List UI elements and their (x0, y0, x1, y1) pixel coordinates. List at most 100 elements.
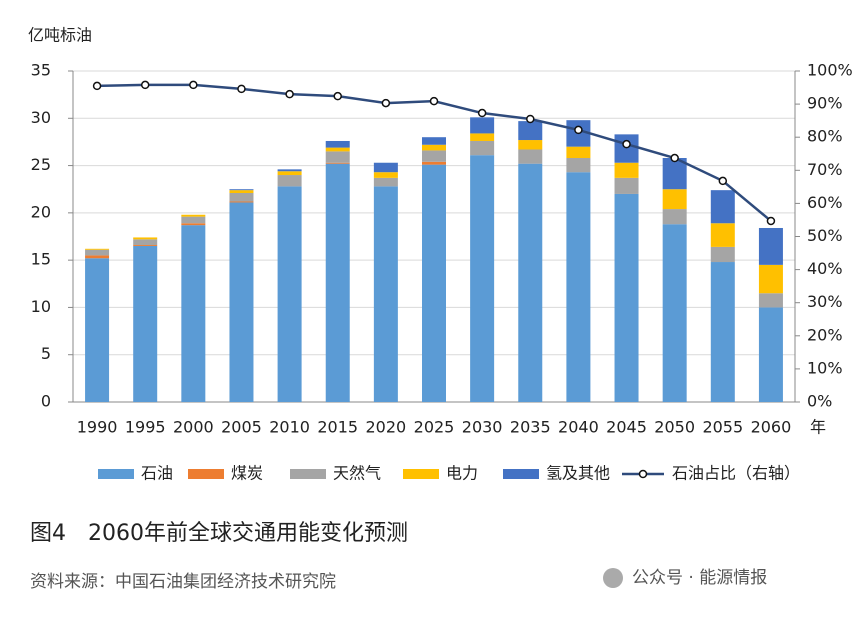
bar (85, 255, 110, 259)
bar (277, 171, 302, 176)
bar (373, 186, 398, 402)
x-tick-label: 2040 (558, 418, 599, 437)
legend-label: 石油 (141, 464, 173, 483)
bar (710, 246, 735, 263)
y-tick-label: 35 (31, 61, 51, 80)
bar (85, 258, 110, 402)
source: 资料来源：中国石油集团经济技术研究院 (30, 572, 336, 592)
line-marker (189, 80, 198, 90)
legend-label: 电力 (446, 464, 478, 483)
line-marker (670, 153, 679, 163)
watermark-icon (603, 568, 623, 588)
y2-tick-label: 90% (807, 94, 843, 113)
bar (518, 121, 543, 141)
bar (422, 164, 446, 402)
y-tick-label: 5 (41, 344, 51, 363)
x-tick-label: 2045 (606, 418, 647, 437)
legend-label: 天然气 (333, 464, 381, 483)
bar (518, 149, 543, 164)
bar (325, 162, 350, 164)
y2-tick-label: 10% (807, 358, 843, 377)
line-marker (381, 98, 391, 108)
y2-tick-label: 20% (807, 325, 843, 344)
legend-swatch (188, 469, 224, 479)
bar (325, 151, 350, 163)
bar (181, 216, 206, 224)
y2-tick-label: 60% (807, 193, 843, 212)
bar (325, 163, 350, 402)
legend-swatch (290, 469, 326, 479)
y-tick-label: 25 (31, 155, 51, 174)
legend-swatch (503, 469, 539, 479)
line-marker (429, 96, 439, 106)
x-tick-label: 2000 (173, 418, 214, 437)
bar (710, 190, 735, 224)
line-marker (237, 84, 246, 94)
legend-label: 氢及其他 (546, 464, 610, 483)
legend-marker (638, 469, 648, 479)
bar (277, 169, 302, 172)
bar (758, 227, 783, 265)
bar (229, 201, 254, 203)
bar (614, 177, 639, 194)
legend-label: 石油占比（右轴） (672, 464, 800, 483)
bar (373, 172, 398, 178)
bar (277, 186, 302, 402)
bar (133, 245, 158, 246)
bar (133, 239, 158, 246)
bar (181, 214, 206, 217)
bar (422, 144, 446, 151)
x-tick-label: 2050 (654, 418, 695, 437)
line-marker (622, 139, 631, 149)
y2-tick-label: 0% (807, 392, 832, 411)
bar (470, 155, 495, 402)
bar (422, 137, 446, 145)
bar (470, 117, 495, 134)
bar (325, 140, 350, 148)
x-tick-label: 1990 (77, 418, 118, 437)
y2-tick-label: 30% (807, 292, 843, 311)
x-tick-label: 2005 (221, 418, 262, 437)
bar (133, 245, 158, 402)
watermark: 公众号 · 能源情报 (632, 568, 767, 588)
line-marker (333, 91, 342, 101)
bar (229, 192, 254, 202)
y2-tick-label: 40% (807, 259, 843, 278)
y-axis-label: 亿吨标油 (28, 26, 92, 45)
legend-swatch (403, 469, 439, 479)
x-tick-label: 2010 (269, 418, 310, 437)
x-tick-label: 2020 (366, 418, 407, 437)
bar (181, 225, 206, 402)
y2-tick-label: 100% (807, 61, 853, 80)
bar (566, 158, 591, 173)
legend-swatch (98, 469, 134, 479)
y2-tick-label: 80% (807, 127, 843, 146)
legend-label: 煤炭 (231, 464, 263, 483)
bar (758, 307, 783, 402)
bar (85, 249, 110, 256)
bar (758, 264, 783, 294)
bar (422, 150, 446, 162)
x-tick-label: 1995 (125, 418, 166, 437)
bar (325, 147, 350, 152)
y-tick-label: 0 (41, 392, 51, 411)
y-tick-label: 30 (31, 108, 51, 127)
y2-tick-label: 70% (807, 160, 843, 179)
line-marker (285, 89, 294, 99)
bar (758, 293, 783, 308)
x-tick-label: 2030 (462, 418, 503, 437)
bar (662, 209, 687, 225)
x-tick-label: 2055 (702, 418, 743, 437)
bar (422, 161, 446, 165)
bar (373, 177, 398, 187)
y-tick-label: 15 (31, 250, 51, 269)
bar (566, 172, 591, 402)
bar (85, 248, 110, 250)
bar (133, 237, 158, 240)
line-marker (718, 176, 728, 186)
y-tick-label: 20 (31, 202, 51, 221)
bar (662, 224, 687, 402)
line-marker (477, 108, 487, 118)
y2-tick-label: 50% (807, 226, 843, 245)
bar (470, 140, 495, 156)
